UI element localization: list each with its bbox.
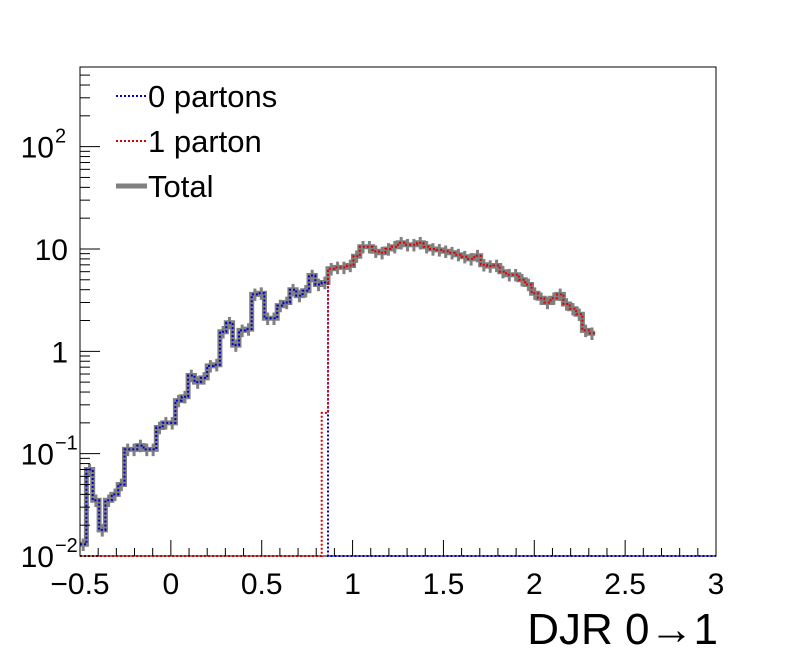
series-1-parton — [80, 241, 596, 557]
plot-border — [79, 66, 717, 557]
x-tick-label: −0.5 — [50, 568, 109, 601]
x-tick-label: 1.5 — [423, 568, 465, 601]
legend-label: Total — [148, 169, 213, 204]
x-tick-label: 2.5 — [604, 568, 646, 601]
x-tick-label: 1 — [344, 568, 361, 601]
y-tick-label: 10 — [21, 439, 54, 472]
x-tick-label: 0.5 — [241, 568, 283, 601]
x-tick-label: 2 — [526, 568, 543, 601]
y-tick-label: 1 — [51, 336, 68, 369]
series-layer — [80, 236, 716, 557]
x-tick-label: 3 — [708, 568, 725, 601]
x-axis: −0.5 0 0.5 1 1.5 2 2.5 3 — [50, 540, 724, 601]
y-tick-label: 10 — [21, 132, 54, 165]
plot-frame — [79, 66, 717, 557]
x-tick-label: 0 — [163, 568, 180, 601]
legend: 0 partons 1 parton Total — [116, 79, 277, 204]
y-tick-label: 10 — [21, 541, 54, 574]
legend-label: 0 partons — [148, 79, 277, 114]
y-tick-exponent: 2 — [55, 126, 66, 148]
y-tick-exponent: −2 — [55, 535, 78, 557]
x-axis-title: DJR 0→1 — [527, 605, 718, 654]
legend-label: 1 parton — [148, 124, 262, 159]
y-tick-exponent: −1 — [55, 433, 78, 455]
y-tick-label: 10 — [35, 234, 68, 267]
series-0-partons — [80, 274, 716, 557]
